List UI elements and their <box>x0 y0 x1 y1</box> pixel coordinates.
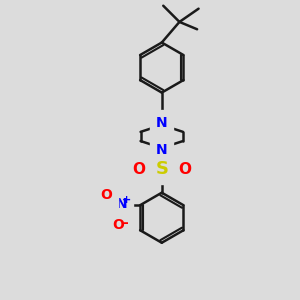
Text: -: - <box>122 217 128 230</box>
Text: N: N <box>156 143 168 157</box>
Text: S: S <box>155 160 168 178</box>
Text: O: O <box>133 162 146 177</box>
Text: N: N <box>156 116 168 130</box>
Text: O: O <box>112 218 124 232</box>
Text: +: + <box>122 195 131 205</box>
Text: N: N <box>116 197 128 211</box>
Text: O: O <box>178 162 191 177</box>
Text: O: O <box>100 188 112 203</box>
